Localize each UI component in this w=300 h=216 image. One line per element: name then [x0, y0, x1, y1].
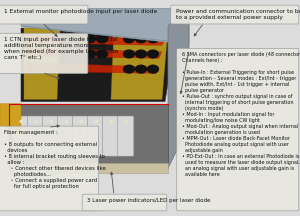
- FancyBboxPatch shape: [82, 194, 167, 211]
- Circle shape: [148, 65, 158, 73]
- Polygon shape: [9, 104, 168, 168]
- FancyBboxPatch shape: [28, 116, 44, 156]
- Circle shape: [124, 50, 134, 58]
- Circle shape: [85, 35, 95, 43]
- Text: 1 CTN input per laser diode for special
additional temperature monitoring
when n: 1 CTN input per laser diode for special …: [4, 37, 118, 60]
- Circle shape: [97, 50, 107, 58]
- Polygon shape: [24, 35, 165, 45]
- FancyBboxPatch shape: [43, 116, 59, 156]
- Circle shape: [61, 35, 71, 43]
- Circle shape: [61, 50, 71, 58]
- FancyBboxPatch shape: [0, 126, 98, 211]
- FancyBboxPatch shape: [0, 5, 88, 24]
- Circle shape: [148, 50, 158, 58]
- Circle shape: [124, 35, 134, 43]
- FancyBboxPatch shape: [171, 5, 299, 24]
- Text: 6 SMA connectors per laser diode (48 connectors for 8
Channels here) :

• Pulse-: 6 SMA connectors per laser diode (48 con…: [182, 52, 300, 177]
- Polygon shape: [21, 28, 177, 102]
- FancyBboxPatch shape: [88, 116, 104, 156]
- Polygon shape: [24, 63, 159, 73]
- FancyBboxPatch shape: [9, 163, 168, 173]
- Circle shape: [124, 65, 134, 73]
- FancyBboxPatch shape: [0, 33, 88, 74]
- Circle shape: [73, 50, 83, 58]
- Polygon shape: [24, 48, 162, 58]
- Circle shape: [73, 35, 83, 43]
- Circle shape: [136, 65, 146, 73]
- Text: 3 Laser power indicators/LED per laser diode: 3 Laser power indicators/LED per laser d…: [87, 198, 211, 203]
- FancyBboxPatch shape: [103, 116, 119, 156]
- FancyBboxPatch shape: [13, 116, 29, 156]
- Circle shape: [136, 50, 146, 58]
- FancyBboxPatch shape: [118, 116, 134, 156]
- Polygon shape: [168, 9, 189, 168]
- FancyBboxPatch shape: [73, 116, 89, 156]
- Polygon shape: [21, 26, 180, 43]
- FancyBboxPatch shape: [177, 48, 299, 211]
- Text: Power and communication connector to be connected
to a provided external power s: Power and communication connector to be …: [176, 9, 300, 20]
- FancyBboxPatch shape: [58, 116, 74, 156]
- Text: Fiber management :

• 8 outputs for connecting external
  devices
• 8 internal b: Fiber management : • 8 outputs for conne…: [4, 130, 105, 189]
- Polygon shape: [111, 28, 168, 99]
- Circle shape: [85, 50, 95, 58]
- Circle shape: [97, 35, 107, 43]
- Text: 1 External monitor photodiode input per laser diode: 1 External monitor photodiode input per …: [4, 9, 157, 14]
- Circle shape: [148, 35, 158, 43]
- Polygon shape: [24, 28, 60, 99]
- Circle shape: [136, 35, 146, 43]
- Polygon shape: [0, 104, 21, 134]
- Polygon shape: [21, 9, 189, 43]
